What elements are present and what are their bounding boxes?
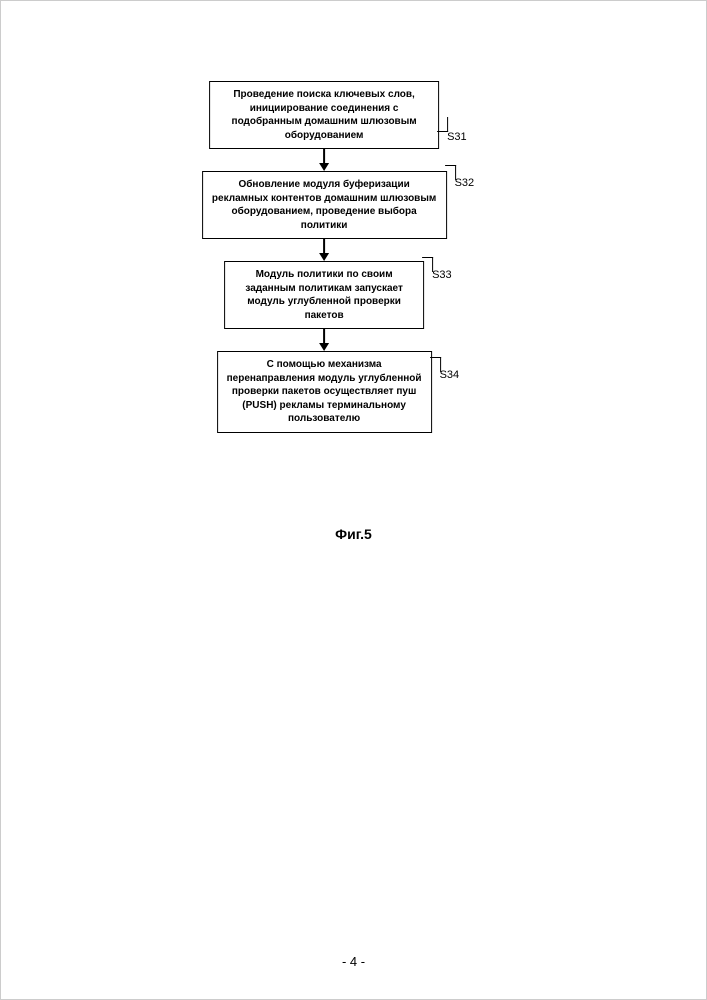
page-number: - 4 - (342, 954, 365, 969)
flow-step: Обновление модуля буферизации рекламных … (202, 171, 447, 239)
flow-arrow (319, 329, 329, 351)
page: Проведение поиска ключевых слов, инициир… (0, 0, 707, 1000)
arrowhead-icon (319, 163, 329, 171)
flow-arrow (319, 149, 329, 171)
arrowhead-icon (319, 253, 329, 261)
flow-node-s34: С помощью механизма перенаправления моду… (217, 351, 432, 433)
step-label: S31 (447, 131, 467, 143)
step-label: S33 (432, 269, 452, 281)
flow-step: С помощью механизма перенаправления моду… (217, 351, 432, 433)
flow-node-s31: Проведение поиска ключевых слов, инициир… (209, 81, 439, 149)
flow-step: Проведение поиска ключевых слов, инициир… (209, 81, 439, 149)
arrowhead-icon (319, 343, 329, 351)
elbow-icon (437, 117, 448, 132)
flow-step: Модуль политики по своим заданным полити… (224, 261, 424, 329)
step-label: S32 (455, 177, 475, 189)
arrow-line (323, 149, 325, 163)
figure-caption: Фиг.5 (335, 526, 372, 542)
arrow-line (323, 329, 325, 343)
arrow-line (323, 239, 325, 253)
flow-node-s32: Обновление модуля буферизации рекламных … (202, 171, 447, 239)
flow-arrow (319, 239, 329, 261)
step-label: S34 (440, 369, 460, 381)
flow-node-s33: Модуль политики по своим заданным полити… (224, 261, 424, 329)
flowchart: Проведение поиска ключевых слов, инициир… (202, 81, 447, 433)
